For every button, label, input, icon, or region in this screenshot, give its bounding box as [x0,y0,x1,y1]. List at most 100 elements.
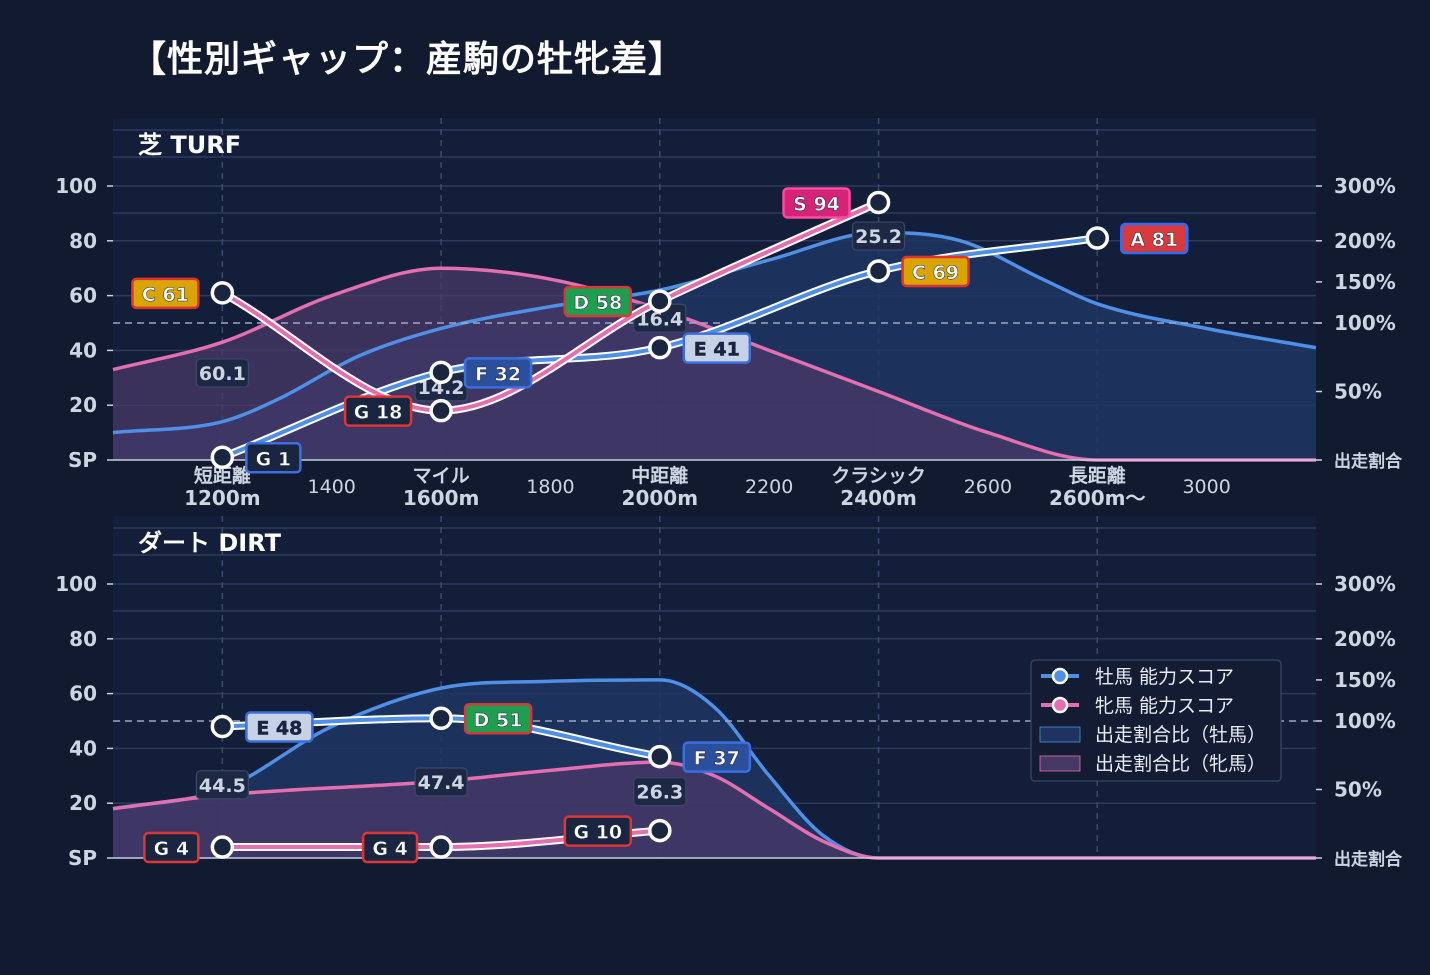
grade-badge [782,187,851,219]
female-score-point [429,835,453,859]
female-score-line [220,200,881,413]
female-score-point [648,818,672,843]
grade-badge-text: D 58 [573,292,622,314]
grade-badge-text: S 94 [793,193,840,215]
ratio-label: 16.4 [636,308,683,330]
legend-patch [1039,755,1081,772]
y2-tick-label: 300% [1334,174,1396,198]
y2-tick-label: 100% [1334,709,1396,733]
chart-panel-turf: 芝 TURF SP 20 40 60 80 100 出走割合 50% 100% 150% 200% 30… [55,118,1403,510]
female-ratio-area [113,268,1316,460]
grade-badge [343,395,413,427]
grade-badge [463,703,533,735]
legend-patch [1039,726,1081,743]
grade-badge-text: D 51 [474,709,523,731]
y-tick-label: 100 [55,174,97,198]
male-score-point [648,744,672,769]
ratio-label-box [851,221,906,251]
grade-badge-text: A 81 [1130,229,1178,251]
y-tick-label: SP [68,846,97,870]
ratio-label: 25.2 [855,226,902,248]
y2-tick-label: 200% [1334,229,1396,253]
grade-badge-text: G 4 [372,838,407,860]
y2-tick-label: 100% [1334,311,1396,335]
grade-badge-text: G 18 [354,402,403,424]
y-tick-label: SP [68,448,97,472]
male-score-point [210,445,235,470]
male-score-point [429,360,453,385]
panel-title: 芝 TURF [138,131,241,159]
female-score-point [210,281,235,305]
x-tick-category: 中距離 [631,464,688,487]
x-tick-distance: 2400m [840,486,917,510]
y2-tick-label: 150% [1334,668,1396,692]
grade-badge [245,711,314,743]
male-score-point [1085,226,1110,250]
grade-badge-text: C 61 [142,284,189,306]
grade-badge-text: G 1 [256,448,291,470]
ratio-label-box [195,770,249,800]
ratio-label-box [414,767,468,797]
y-tick-label: 80 [69,229,97,253]
grade-badge-text: E 41 [694,339,740,361]
grade-badge [563,285,633,318]
female-score-point [866,190,891,215]
ratio-label: 26.3 [636,782,683,804]
y2-tick-label: 300% [1334,572,1396,596]
legend-box [1030,659,1282,782]
legend-label: 出走割合比（牡馬） [1095,724,1266,746]
y-tick-label: 80 [69,627,97,651]
legend-label: 牝馬 能力スコア [1095,695,1234,717]
ratio-label: 14.2 [418,377,465,399]
y2-tick-label: 150% [1334,270,1396,294]
ratio-label-box [195,358,249,388]
y2-tick-label: 出走割合 [1334,849,1403,870]
x-tick-distance: 2600m〜 [1049,486,1146,510]
x-tick-label: 2200 [745,476,793,498]
grade-badge [682,332,752,364]
grade-badge-text: E 48 [256,717,302,739]
grade-badge [1120,222,1189,255]
x-tick-label: 1400 [308,476,356,498]
grade-badge [361,831,419,864]
grade-badge-text: F 37 [694,748,740,770]
y2-tick-label: 50% [1334,380,1382,404]
male-score-point [210,714,235,739]
legend-label: 出走割合比（牝馬） [1095,753,1266,775]
panel-title: ダート DIRT [138,529,282,557]
x-tick-distance: 1600m [403,486,480,510]
x-tick-distance: 1200m [184,486,261,510]
male-score-point [648,335,672,360]
y-tick-label: 20 [69,393,97,417]
ratio-label: 60.1 [199,363,246,385]
x-tick-category: マイル [413,465,470,487]
x-tick-distance: 2000m [622,486,699,510]
grade-badge [245,442,302,474]
chart-panel-dirt: ダート DIRT SP 20 40 60 80 100 出走割合 50% 100% 150% 200%… [55,516,1403,870]
x-tick-label: 1800 [526,476,574,498]
y2-tick-label: 出走割合 [1334,451,1403,472]
page-title: 【性別ギャップ：産駒の牡牝差】 [130,39,686,80]
grade-badge-text: G 10 [573,822,622,844]
x-tick-label: 2600 [964,476,1012,498]
grade-badge [463,357,533,389]
grade-badge-text: F 32 [475,363,521,385]
y-tick-label: 100 [55,572,97,596]
grade-badge [682,741,752,773]
female-score-point [210,835,235,859]
x-tick-label: 3000 [1182,476,1230,498]
legend-label: 牡馬 能力スコア [1095,666,1234,688]
y-tick-label: 60 [69,682,97,706]
y2-tick-label: 200% [1334,627,1396,651]
y-tick-label: 40 [69,338,97,362]
y-tick-label: 60 [69,284,97,308]
grade-badge [901,255,970,288]
male-score-point [429,706,453,731]
y-tick-label: 20 [69,791,97,815]
ratio-label-box [633,777,687,807]
grade-badge [143,831,200,864]
grade-badge-text: G 4 [154,838,189,860]
grade-badge-text: C 69 [912,262,959,284]
